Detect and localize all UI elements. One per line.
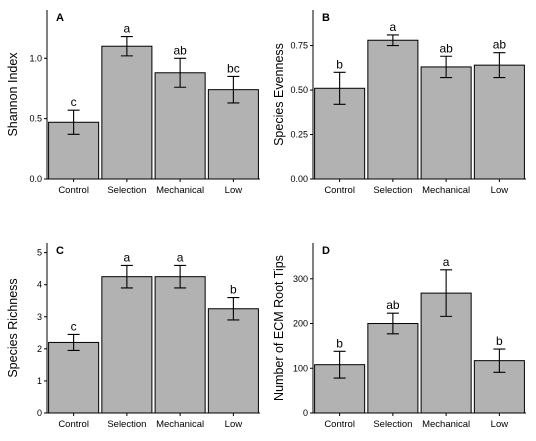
y-tick-label: 0.25 [290,130,308,140]
significance-label: b [336,336,343,350]
y-axis-label: Shannon Index [6,52,20,137]
error-bar [67,333,80,352]
significance-label: b [496,334,503,348]
bar-control [48,341,100,414]
error-bar [440,55,453,79]
error-bar [493,52,506,79]
significance-label: b [230,283,237,297]
significance-label: c [71,95,77,109]
error-bar [386,312,399,335]
x-tick-label: Low [225,185,243,196]
error-bar [493,348,506,373]
significance-label: ab [173,43,187,57]
y-tick-label: 300 [293,274,308,284]
error-bar [174,57,187,88]
panel-tag: C [56,245,64,257]
y-tick-label: 0.0 [29,174,42,184]
bar-mechanical [154,72,206,180]
significance-label: ab [386,298,400,312]
x-tick-label: Control [58,419,89,430]
x-tick-label: Selection [107,419,146,430]
error-bar [386,34,399,47]
significance-label: a [390,20,397,34]
panel-tag: B [322,12,330,24]
bar-selection [101,276,153,414]
y-tick-label: 2 [37,344,42,354]
bar-selection [367,39,419,180]
bar-selection [101,45,153,180]
x-tick-label: Mechanical [422,419,470,430]
error-bar [440,269,453,317]
x-tick-label: Low [225,419,243,430]
x-tick-label: Selection [373,419,412,430]
significance-label: ab [493,38,507,52]
x-tick-label: Mechanical [156,419,204,430]
error-bar [120,36,133,57]
y-tick-label: 0.00 [290,174,308,184]
significance-label: c [71,319,77,333]
x-tick-label: Selection [373,185,412,196]
significance-label: b [336,57,343,71]
error-bar [333,350,346,379]
x-tick-label: Control [324,185,355,196]
significance-label: a [124,250,131,264]
error-bar [174,264,187,289]
panel-b: b Control a Selection ab Mechanical ab Low 0.00 0… [272,10,526,196]
significance-label: a [177,250,184,264]
panel-tag: A [56,12,64,24]
bar-selection [367,323,419,414]
x-tick-label: Control [324,419,355,430]
error-bar [67,109,80,135]
y-tick-label: 1 [37,376,42,386]
panel-tag: D [322,245,330,257]
x-tick-label: Low [491,419,509,430]
y-tick-label: 100 [293,363,308,373]
x-tick-label: Low [491,185,509,196]
bar-mechanical [154,276,206,414]
x-tick-label: Selection [107,185,146,196]
y-tick-label: 4 [37,280,42,290]
y-axis-label: Number of ECM Root Tips [272,255,286,401]
y-tick-label: 0.75 [290,41,308,51]
error-bar [227,296,240,321]
error-bar [120,264,133,289]
panel-d: b Control ab Selection a Mechanical b Low 0 100 20… [272,243,526,430]
significance-label: ab [439,41,453,55]
significance-label: a [124,22,131,36]
panel-c: c Control a Selection a Mechanical b Low 0 1 2 3 4 5 S… [6,243,260,430]
significance-label: a [443,255,450,269]
panel-a: c Control a Selection ab Mechanical bc Low 0.0 0.… [6,10,260,196]
bar-mechanical [420,66,472,180]
y-tick-label: 3 [37,312,42,322]
bar-low [207,308,259,414]
y-tick-label: 0 [303,408,308,418]
significance-label: bc [227,61,240,75]
y-tick-label: 5 [37,248,42,258]
y-tick-label: 0 [37,408,42,418]
x-tick-label: Control [58,185,89,196]
y-tick-label: 200 [293,319,308,329]
error-bar [227,75,240,104]
error-bar [333,71,346,105]
y-tick-label: 0.5 [29,114,42,124]
x-tick-label: Mechanical [422,185,470,196]
bar-low [473,64,525,180]
y-axis-label: Species Evenness [272,43,286,146]
x-tick-label: Mechanical [156,185,204,196]
y-tick-label: 0.50 [290,85,308,95]
y-tick-label: 1.0 [29,53,42,63]
y-axis-label: Species Richness [6,278,20,377]
